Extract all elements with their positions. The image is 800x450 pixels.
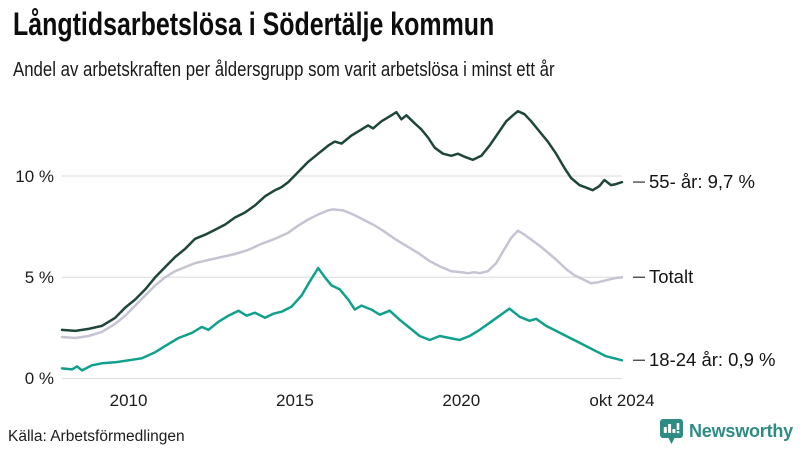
- series-end-label-2: 18-24 år: 0,9 %: [649, 349, 776, 371]
- chart-subtitle: Andel av arbetskraften per åldersgrupp s…: [13, 59, 555, 81]
- newsworthy-chat-barchart-icon: [659, 419, 683, 444]
- y-axis-label-0: 0 %: [24, 369, 54, 388]
- x-axis-label-2010: 2010: [109, 391, 148, 410]
- y-axis-label-10: 10 %: [15, 166, 54, 186]
- y-axis-label-5: 5 %: [24, 267, 54, 287]
- x-axis-label-okt-2024: okt 2024: [589, 391, 655, 410]
- x-axis-label-2020: 2020: [442, 391, 481, 410]
- newsworthy-logo[interactable]: Newsworthy: [659, 419, 793, 444]
- chart-title: Långtidsarbetslösa i Södertälje kommun: [13, 6, 495, 42]
- x-axis-label-2015: 2015: [275, 391, 314, 410]
- source-note: Källa: Arbetsförmedlingen: [8, 428, 185, 445]
- series-end-label-0: 55- år: 9,7 %: [649, 171, 755, 193]
- series-end-label-1: Totalt: [649, 266, 694, 288]
- newsworthy-wordmark: Newsworthy: [688, 421, 793, 441]
